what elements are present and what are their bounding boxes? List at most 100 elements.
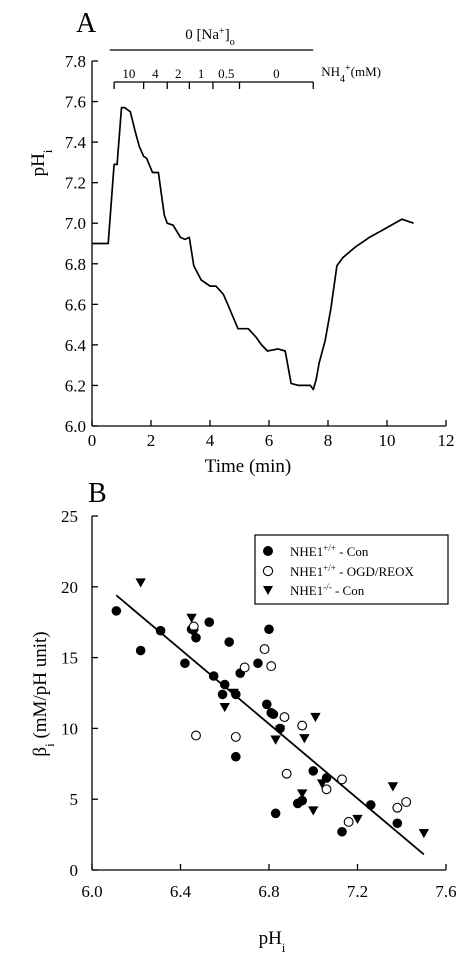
panel-a-y-axis-title: pHi [28, 149, 55, 176]
point-con [264, 624, 274, 635]
nh4-concentration-label: 0 [273, 66, 280, 81]
y-tick-label: 0 [70, 861, 79, 880]
point-knockout [228, 688, 239, 698]
point-knockout [186, 613, 197, 623]
point-ogd-reox [279, 712, 290, 723]
point-con [268, 709, 279, 720]
point-ogd-reox [239, 662, 250, 673]
panel-a-line-chart: A 0 [Na+]o 10 4 2 1 0.5 0 NH4+(mM) 0 2 4 6 8 10 12 … [28, 8, 455, 477]
x-tick-label: 7.6 [435, 882, 456, 901]
nh4-concentration-label: 2 [175, 66, 182, 81]
nh4-concentration-label: 1 [198, 66, 205, 81]
x-tick-label: 4 [206, 431, 215, 450]
panel-b-y-ticks: 0 5 10 15 20 25 [61, 507, 98, 880]
point-knockout [270, 735, 281, 745]
regression-line [115, 594, 425, 856]
point-con [224, 637, 234, 647]
x-tick-label: 6.8 [258, 882, 279, 901]
y-tick-label: 20 [61, 578, 78, 597]
y-tick-label: 7.8 [65, 52, 86, 71]
y-tick-label: 10 [61, 719, 78, 738]
y-tick-label: 15 [61, 649, 78, 668]
x-tick-label: 2 [147, 431, 156, 450]
point-con [204, 617, 215, 627]
nh4-segment-ticks [113, 82, 314, 89]
y-tick-label: 5 [70, 790, 79, 809]
point-con [217, 689, 228, 700]
legend: NHE1+/+ - Con NHE1+/+ - OGD/REOX NHE1-/-… [254, 534, 449, 605]
y-tick-label: 25 [61, 507, 78, 526]
point-ogd-reox [392, 802, 403, 813]
panel-a-conditions: 0 [Na+]o 10 4 2 1 0.5 0 NH4+(mM) [109, 26, 381, 89]
filled-circle-marker-icon [263, 546, 273, 556]
x-tick-label: 0 [88, 431, 97, 450]
point-ogd-reox [266, 661, 277, 672]
y-tick-label: 7.4 [65, 133, 87, 152]
panel-a-y-ticks: 6.0 6.2 6.4 6.6 6.8 7.0 7.2 7.4 7.6 7.8 [65, 52, 98, 436]
point-knockout [308, 806, 319, 816]
na-free-label: 0 [Na+]o [185, 26, 234, 48]
x-tick-label: 6 [265, 431, 274, 450]
panel-b-y-axis-title: βi (mM/pH unit) [30, 631, 57, 756]
x-tick-label: 10 [379, 431, 396, 450]
point-knockout [352, 814, 363, 825]
point-ogd-reox [281, 768, 292, 779]
x-tick-label: 6.0 [81, 882, 102, 901]
panel-b-letter: B [88, 478, 107, 509]
x-tick-label: 6.4 [170, 882, 192, 901]
y-tick-label: 6.0 [65, 417, 86, 436]
point-knockout [387, 782, 399, 792]
nh4-concentration-label: 0.5 [218, 66, 234, 81]
y-tick-label: 6.2 [65, 376, 86, 395]
point-knockout [135, 578, 146, 588]
legend-entry-ogd: NHE1+/+ - OGD/REOX [262, 563, 414, 579]
point-con [261, 699, 272, 710]
point-ogd-reox [401, 797, 412, 807]
open-circle-marker-icon [262, 565, 274, 577]
y-tick-label: 7.6 [65, 93, 86, 112]
panel-a-x-axis-title: Time (min) [205, 456, 291, 477]
point-knockout [296, 789, 308, 799]
triangle-down-marker-icon [263, 586, 273, 595]
point-knockout [219, 702, 230, 713]
x-tick-label: 8 [324, 431, 333, 450]
point-ogd-reox [321, 784, 332, 795]
panel-a-letter: A [76, 8, 97, 39]
y-tick-label: 6.8 [65, 255, 86, 274]
nh4-concentration-label: 10 [122, 66, 135, 81]
nh4-segment-labels: 10 4 2 1 0.5 0 [122, 66, 279, 81]
legend-label-ogd: NHE1+/+ - OGD/REOX [290, 563, 414, 579]
scatter-points [111, 578, 430, 839]
point-con [155, 625, 166, 636]
point-ogd-reox [230, 731, 241, 742]
point-con [365, 800, 376, 810]
point-con [135, 645, 146, 656]
point-con [253, 658, 263, 669]
point-ogd-reox [191, 730, 201, 741]
point-con [180, 658, 190, 669]
point-con [297, 795, 307, 806]
point-knockout [188, 629, 199, 639]
y-tick-label: 7.0 [65, 214, 86, 233]
legend-box [254, 534, 449, 605]
nh4-label: NH4+(mM) [321, 63, 381, 85]
point-ogd-reox [297, 720, 308, 731]
legend-label-con: NHE1+/+ - Con [290, 543, 369, 559]
y-tick-label: 7.2 [65, 174, 86, 193]
x-tick-label: 7.2 [347, 882, 368, 901]
point-con [208, 671, 219, 681]
point-knockout [299, 734, 310, 744]
panel-b-x-axis-title: pHi [259, 928, 286, 954]
ph-trace-line [92, 106, 414, 391]
point-con [111, 606, 122, 616]
point-con [231, 751, 241, 762]
point-ogd-reox [259, 644, 270, 655]
point-con [392, 818, 403, 829]
y-tick-label: 6.4 [65, 336, 87, 355]
legend-entry-ko: NHE1-/- - Con [263, 582, 365, 598]
point-ogd-reox [337, 774, 347, 785]
legend-entry-con: NHE1+/+ - Con [263, 543, 369, 559]
point-knockout [418, 828, 430, 839]
point-con [219, 679, 230, 690]
